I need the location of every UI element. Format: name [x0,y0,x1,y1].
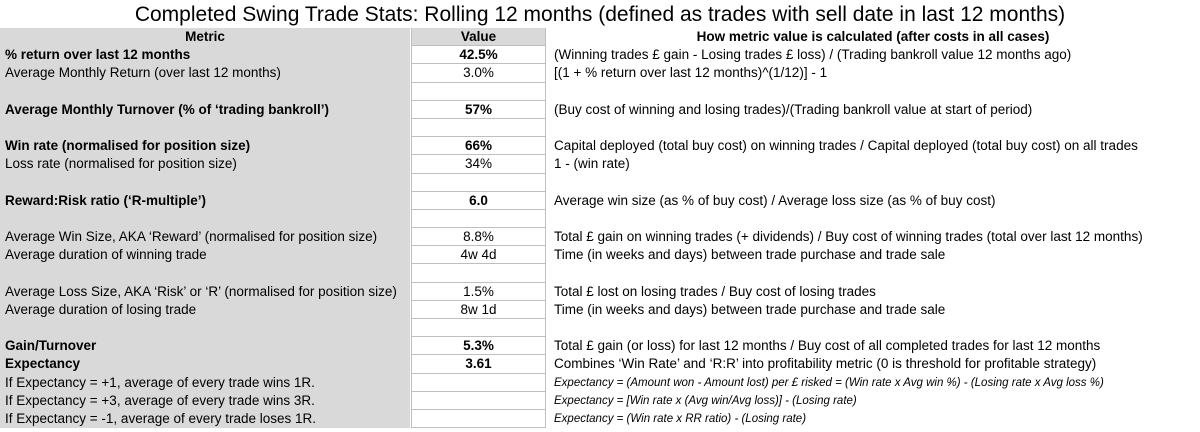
value-cell [411,82,546,101]
calculation-cell: Average win size (as % of buy cost) / Av… [554,192,996,208]
calculation-cell [546,83,1200,101]
table-row: If Expectancy = -1, average of every tra… [0,409,1200,429]
calculation-cell [546,119,1200,137]
calculation-cell: Expectancy = (Amount won - Amount lost) … [554,376,1104,389]
calculation-cell: Expectancy = [Win rate x (Avg win/Avg lo… [554,394,857,407]
table-row [0,319,1200,338]
calculation-cell: (Buy cost of winning and losing trades)/… [554,101,1033,117]
table-row: Reward:Risk ratio (‘R-multiple’) 6.0 Avera… [0,191,1200,210]
table-row: Expectancy 3.61 Combines ‘Win Rate’ and ‘R… [0,355,1200,374]
metric-cell [0,264,411,283]
calculation-cell: Total £ lost on losing trades / Buy cost… [554,283,876,299]
calculation-cell [546,174,1200,192]
page-title: Completed Swing Trade Stats: Rolling 12 … [134,3,1066,26]
metric-cell: Gain/Turnover [0,337,411,356]
table-row: Average duration of losing trade 8w 1d Tim… [0,300,1200,319]
metric-cell [0,209,411,229]
value-cell [411,173,546,192]
stats-table: Metric Value How metric value is calcula… [0,28,1200,429]
value-cell: 8.8% [411,228,546,247]
metric-cell: % return over last 12 months [0,46,411,65]
table-row: Average Monthly Turnover (% of ‘trading … [0,100,1200,119]
value-cell: 42.5% [411,46,546,65]
value-cell: 57% [411,100,546,119]
value-cell: 6.0 [411,191,546,210]
table-row: Average duration of winning trade 4w 4d Ti… [0,246,1200,265]
table-row: Average Monthly Return (over last 12 mon… [0,64,1200,83]
metric-cell: Average Monthly Return (over last 12 mon… [0,64,411,83]
calculation-cell: [(1 + % return over last 12 months)^(1/1… [554,65,828,81]
calculation-cell: Time (in weeks and days) between trade p… [554,301,946,317]
calculation-cell: (Winning trades £ gain - Losing trades £… [554,47,1072,63]
metric-cell: Reward:Risk ratio (‘R-multiple’) [0,191,411,210]
value-cell [411,319,546,338]
calculation-cell: 1 - (win rate) [554,156,630,172]
metric-cell: Average Monthly Turnover (% of ‘trading … [0,100,411,119]
value-cell: 66% [411,137,546,156]
value-cell: 5.3% [411,337,546,356]
value-cell: 3.61 [411,355,546,374]
calculation-cell [546,264,1200,282]
how-column-header: How metric value is calculated (after co… [696,29,1050,44]
value-cell [411,264,546,283]
table-row: Average Loss Size, AKA ‘Risk’ or ‘R’ (no… [0,282,1200,301]
table-body: % return over last 12 months 42.5% (Winnin… [0,46,1200,429]
table-row [0,82,1200,101]
calculation-cell: Expectancy = (Win rate x RR ratio) - (Lo… [554,412,807,425]
value-cell: 3.0% [411,64,546,83]
value-cell: 8w 1d [411,300,546,319]
value-cell [411,118,546,138]
metric-cell: If Expectancy = +3, average of every tra… [0,391,411,410]
calculation-cell: Total £ gain (or loss) for last 12 month… [554,338,1101,354]
table-row: Win rate (normalised for position size) 6… [0,137,1200,156]
table-row: If Expectancy = +1, average of every tra… [0,373,1200,392]
metric-cell: Expectancy [0,355,411,374]
metric-cell [0,319,411,338]
metric-cell: Average duration of winning trade [0,246,411,265]
metric-cell: If Expectancy = -1, average of every tra… [0,409,411,429]
metric-cell: Average Loss Size, AKA ‘Risk’ or ‘R’ (no… [0,282,411,301]
table-row: Loss rate (normalised for position size)… [0,155,1200,174]
metric-cell: Win rate (normalised for position size) [0,137,411,156]
value-cell: 4w 4d [411,246,546,265]
metric-cell [0,173,411,192]
calculation-cell: Time (in weeks and days) between trade p… [554,247,946,263]
table-row [0,118,1200,138]
value-cell [411,373,546,392]
metric-cell: Average duration of losing trade [0,300,411,319]
value-cell: 1.5% [411,282,546,301]
calculation-cell [546,210,1200,228]
calculation-cell: Capital deployed (total buy cost) on win… [554,138,1138,154]
table-row [0,209,1200,229]
calculation-cell: Combines ‘Win Rate’ and ‘R:R’ into profi… [554,356,1097,372]
table-row: % return over last 12 months 42.5% (Winnin… [0,46,1200,65]
table-row: Gain/Turnover 5.3% Total £ gain (or loss) … [0,337,1200,356]
metric-column-header: Metric [0,28,411,47]
value-column-header: Value [411,28,546,47]
table-header: Metric Value How metric value is calcula… [0,28,1200,47]
metric-cell [0,118,411,138]
metric-cell: If Expectancy = +1, average of every tra… [0,373,411,392]
table-row: If Expectancy = +3, average of every tra… [0,391,1200,410]
value-cell [411,391,546,410]
table-row [0,173,1200,192]
metric-cell [0,82,411,101]
calculation-cell: Total £ gain on winning trades (+ divide… [554,229,1143,245]
value-cell [411,209,546,229]
value-cell [411,409,546,429]
value-cell: 34% [411,155,546,174]
table-row [0,264,1200,283]
table-row: Average Win Size, AKA ‘Reward’ (normalis… [0,228,1200,247]
metric-cell: Average Win Size, AKA ‘Reward’ (normalis… [0,228,411,247]
calculation-cell [546,319,1200,337]
metric-cell: Loss rate (normalised for position size) [0,155,411,174]
